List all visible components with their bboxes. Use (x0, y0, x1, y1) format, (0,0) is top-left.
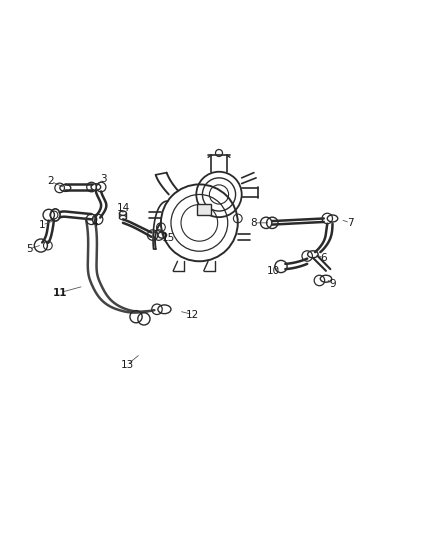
Text: 11: 11 (53, 288, 67, 298)
Text: 9: 9 (329, 279, 336, 289)
Text: 2: 2 (48, 176, 54, 187)
Text: 14: 14 (117, 203, 130, 213)
Text: 5: 5 (26, 244, 32, 254)
Text: 6: 6 (321, 253, 327, 263)
Text: 15: 15 (162, 233, 175, 243)
Text: 12: 12 (186, 310, 199, 319)
Text: 3: 3 (100, 174, 106, 184)
Text: 8: 8 (251, 218, 257, 228)
Text: 10: 10 (267, 266, 280, 276)
Text: 1: 1 (39, 220, 46, 230)
Text: 7: 7 (346, 218, 353, 228)
Bar (197, 204, 211, 215)
Text: 4: 4 (91, 218, 98, 228)
Text: 13: 13 (121, 360, 134, 370)
